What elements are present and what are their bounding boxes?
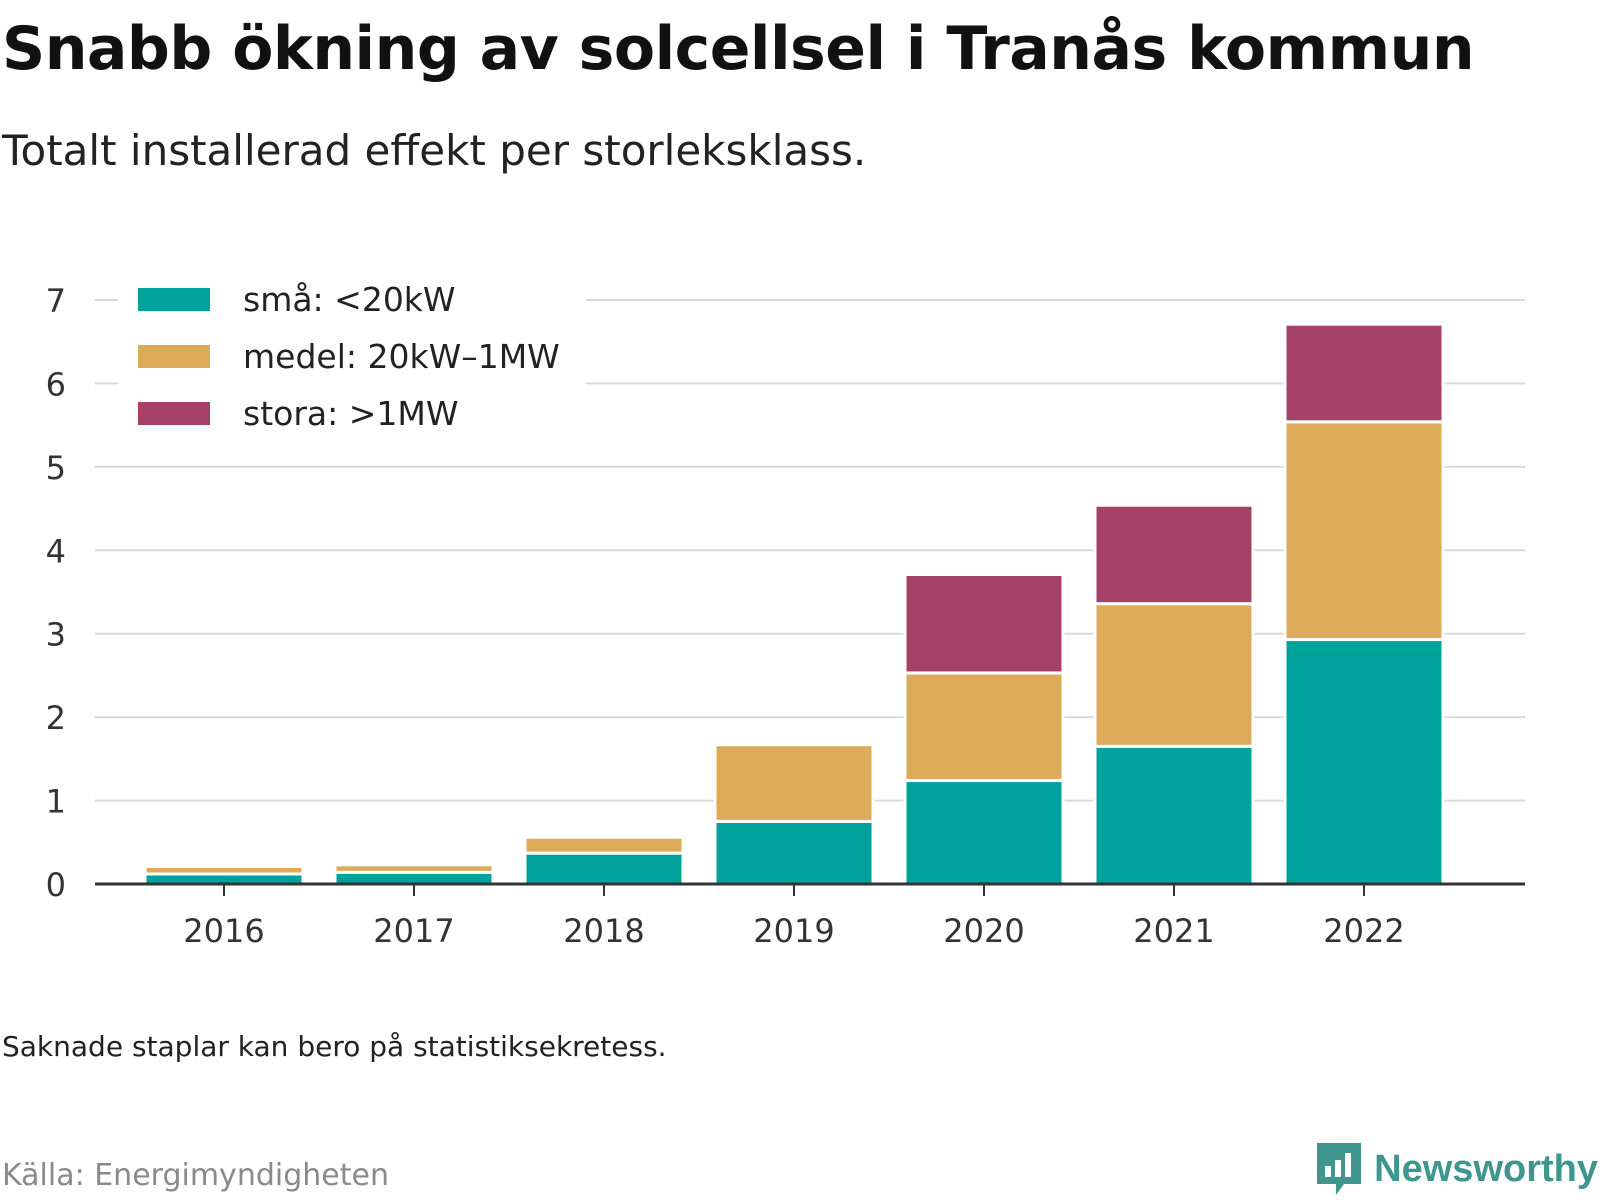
legend-swatch: [138, 288, 210, 311]
bar-segment: [333, 863, 495, 874]
bar-stack: [1283, 322, 1445, 886]
bar-stack: [143, 864, 305, 886]
bar-segment: [143, 864, 305, 876]
y-tick-label: 1: [46, 783, 66, 821]
bar-segment: [1283, 322, 1445, 424]
brand-name: Newsworthy: [1374, 1147, 1598, 1190]
bar-segment: [903, 671, 1065, 783]
bar-segment: [903, 572, 1065, 675]
bar-stack: [333, 863, 495, 886]
x-axis: 2016 2017 2018 2019 2020 2021 2022: [95, 882, 1525, 950]
x-tick-label: 2020: [943, 912, 1024, 950]
bar-stack: [1093, 503, 1255, 886]
bar-segment: [523, 835, 685, 855]
x-tick-label: 2022: [1323, 912, 1404, 950]
legend-swatch: [138, 345, 210, 368]
bar-segment: [1283, 638, 1445, 886]
bar-segment: [903, 779, 1065, 886]
chart-subtitle: Totalt installerad effekt per storlekskl…: [2, 126, 867, 175]
y-tick-label: 5: [46, 449, 66, 487]
source-label: Källa: Energimyndigheten: [2, 1158, 389, 1193]
bar-segment: [333, 870, 495, 886]
legend-label: små: <20kW: [243, 280, 456, 319]
bar-segment: [713, 743, 875, 823]
stacked-bar-chart: 2016 2017 2018 2019 2020 2021 2022 0 1 2 3 4 5 6 7 sm…: [45, 266, 1525, 950]
bar-segment: [143, 872, 305, 886]
legend-swatch: [138, 402, 210, 425]
bar-segment: [523, 851, 685, 886]
y-tick-label: 6: [46, 365, 66, 403]
bar-stack: [713, 743, 875, 886]
y-tick-label: 2: [46, 699, 66, 737]
legend-label: medel: 20kW–1MW: [243, 337, 560, 376]
bar-segment: [1093, 503, 1255, 606]
y-axis-tick-labels: 0 1 2 3 4 5 6 7: [46, 282, 66, 904]
bar-segment: [713, 819, 875, 886]
brand-logo: Newsworthy: [1314, 1140, 1598, 1198]
bar-stacks: [143, 322, 1445, 886]
y-tick-label: 4: [46, 532, 66, 570]
footnote: Saknade staplar kan bero på statistiksek…: [2, 1030, 667, 1063]
bar-stack: [903, 572, 1065, 886]
chart-title: Snabb ökning av solcellsel i Tranås komm…: [2, 14, 1475, 84]
bar-stack: [523, 835, 685, 886]
x-tick-label: 2019: [753, 912, 834, 950]
x-tick-label: 2017: [373, 912, 454, 950]
bar-segment: [1093, 602, 1255, 748]
bar-segment: [1093, 744, 1255, 886]
y-tick-label: 7: [46, 282, 66, 320]
bar-segment: [1283, 420, 1445, 642]
y-tick-label: 0: [46, 866, 66, 904]
newsworthy-chat-bars-icon: [1317, 1143, 1362, 1195]
x-tick-label: 2021: [1133, 912, 1214, 950]
legend-label: stora: >1MW: [243, 394, 458, 433]
legend: små: <20kW medel: 20kW–1MW stora: >1MW: [118, 266, 586, 436]
x-tick-label: 2018: [563, 912, 644, 950]
y-tick-label: 3: [46, 616, 66, 654]
x-tick-label: 2016: [183, 912, 264, 950]
